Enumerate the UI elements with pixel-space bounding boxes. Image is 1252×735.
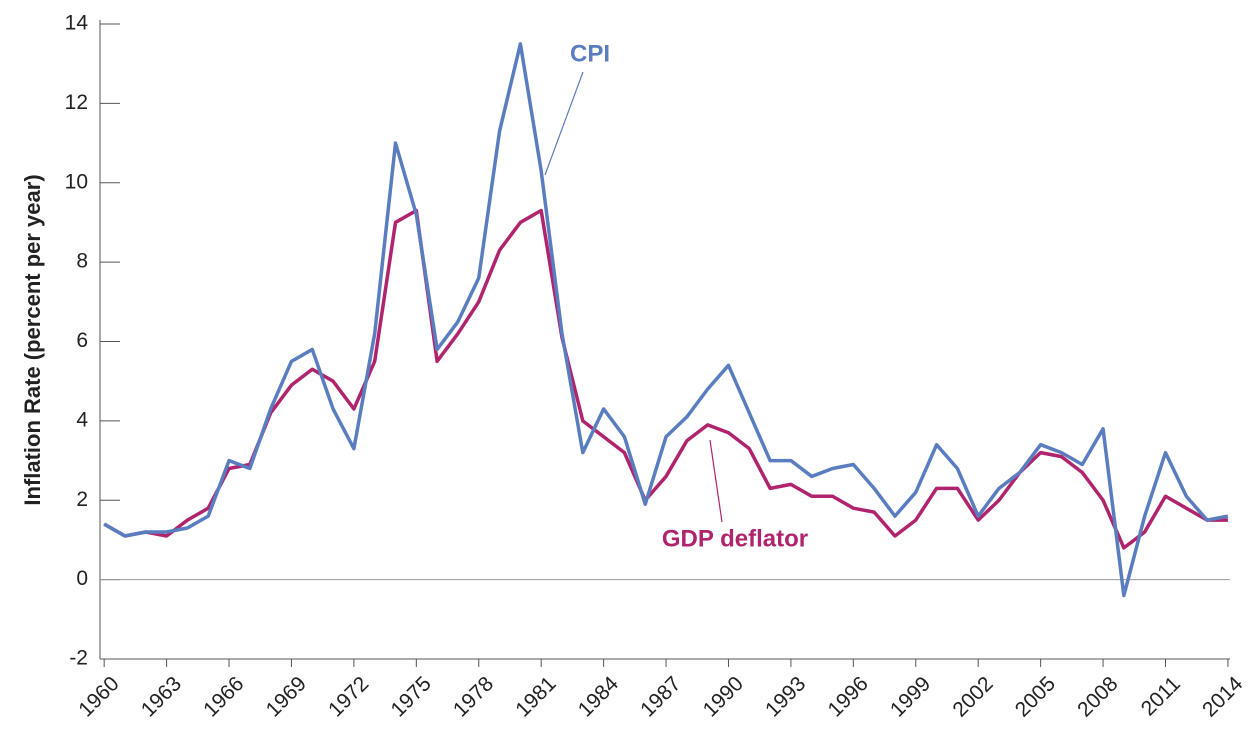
y-tick-label: 0 (76, 567, 88, 590)
x-tick-label: 1960 (74, 672, 123, 721)
x-tick-label: 1987 (636, 672, 685, 721)
x-tick-label: 2005 (1011, 672, 1060, 721)
x-tick-label: 1993 (761, 672, 810, 721)
x-tick-label: 1975 (386, 672, 435, 721)
y-tick-label: 6 (76, 329, 88, 352)
x-tick-label: 2002 (948, 672, 997, 721)
series-line (103, 208, 1228, 550)
series-label: GDP deflator (662, 525, 808, 552)
y-tick-label: 10 (65, 170, 88, 193)
annotation-leader (544, 71, 584, 176)
x-tick-label: 1996 (823, 672, 872, 721)
x-tick-label: 1978 (449, 672, 498, 721)
x-tick-label: 1969 (262, 672, 311, 721)
x-tick-label: 1984 (574, 672, 624, 722)
series-label: CPI (570, 40, 610, 67)
x-tick-label: 1966 (199, 672, 248, 721)
y-tick-label: -2 (69, 647, 88, 670)
x-tick-label: 2011 (1137, 672, 1185, 720)
y-tick-label: 4 (76, 408, 88, 431)
y-tick-label: 14 (65, 12, 89, 35)
x-tick-label: 1972 (324, 672, 373, 721)
x-tick-label: 1963 (137, 672, 186, 721)
x-tick-label: 2008 (1073, 672, 1122, 721)
y-tick-label: 8 (76, 250, 88, 273)
x-tick-label: 2014 (1198, 672, 1248, 722)
y-axis-label: Inflation Rate (percent per year) (20, 174, 45, 505)
series-line (103, 42, 1229, 598)
y-tick-label: 12 (65, 91, 88, 114)
x-tick-label: 1981 (511, 672, 560, 721)
x-tick-label: 1999 (886, 672, 935, 721)
annotation-leader (709, 439, 723, 523)
y-tick-label: 2 (76, 488, 88, 511)
x-tick-label: 1990 (699, 672, 748, 721)
